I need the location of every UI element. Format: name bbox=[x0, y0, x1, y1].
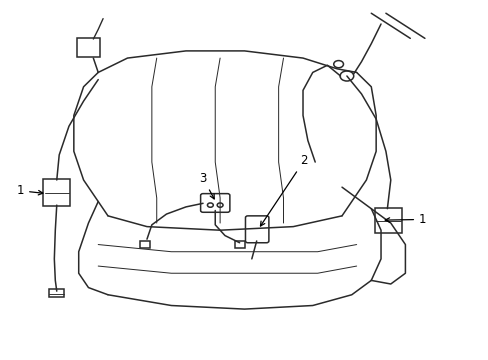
Bar bbox=[140, 241, 150, 248]
Bar bbox=[49, 289, 64, 297]
Circle shape bbox=[333, 60, 343, 68]
FancyBboxPatch shape bbox=[245, 216, 268, 243]
Text: 3: 3 bbox=[199, 172, 214, 199]
FancyBboxPatch shape bbox=[77, 38, 100, 57]
Text: 1: 1 bbox=[385, 213, 426, 226]
FancyBboxPatch shape bbox=[200, 194, 229, 212]
FancyBboxPatch shape bbox=[374, 208, 401, 233]
Text: 2: 2 bbox=[260, 154, 307, 226]
Circle shape bbox=[207, 203, 213, 207]
Circle shape bbox=[339, 71, 353, 81]
Bar bbox=[234, 241, 245, 248]
Text: 1: 1 bbox=[17, 184, 43, 197]
Circle shape bbox=[217, 203, 223, 207]
FancyBboxPatch shape bbox=[43, 179, 70, 206]
